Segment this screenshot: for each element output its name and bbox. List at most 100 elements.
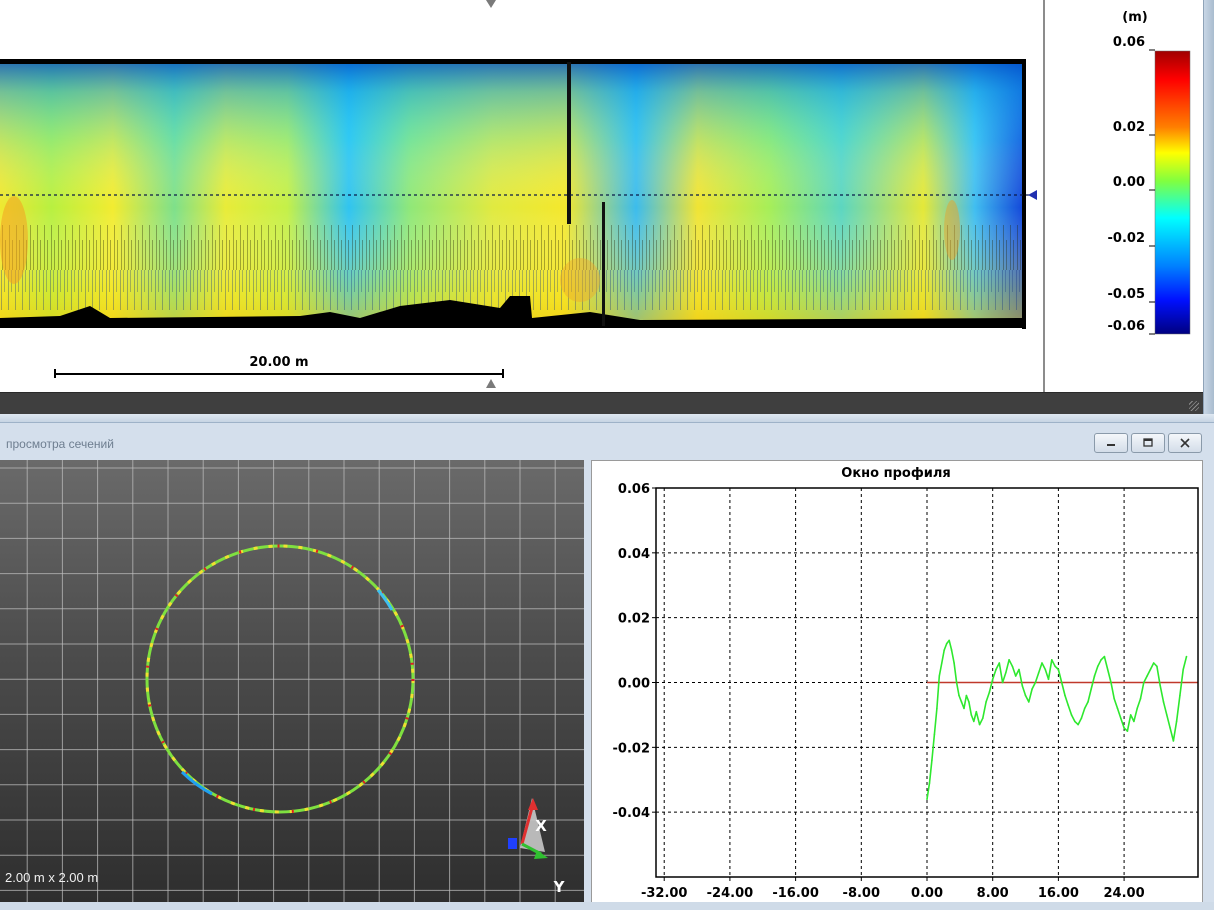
profile-point bbox=[1037, 672, 1040, 674]
profile-point bbox=[975, 710, 978, 713]
profile-window[interactable]: Окно профиля -32.00 -24.00 -16.00 -8.00 0.00… bbox=[591, 460, 1203, 903]
profile-point bbox=[948, 639, 950, 642]
profile-point bbox=[1047, 678, 1050, 681]
status-strip bbox=[0, 392, 1203, 414]
profile-point bbox=[1005, 672, 1007, 674]
map-streaks bbox=[0, 60, 1026, 328]
window-frame-edge bbox=[1203, 0, 1214, 420]
profile-point bbox=[953, 662, 955, 664]
profile-point bbox=[1110, 681, 1112, 684]
close-button[interactable] bbox=[1168, 433, 1202, 453]
profile-point bbox=[1093, 675, 1096, 677]
profile-point bbox=[945, 642, 948, 645]
window-bottom-frame bbox=[0, 902, 1214, 910]
profile-point bbox=[1106, 668, 1109, 671]
profile-point bbox=[978, 723, 981, 726]
x-tick-label: 8.00 bbox=[977, 886, 1009, 901]
profile-point bbox=[1060, 681, 1063, 684]
axis-y-label: Y bbox=[553, 878, 566, 896]
profile-point bbox=[943, 649, 945, 651]
panel-divider bbox=[1043, 0, 1045, 392]
profile-point bbox=[938, 675, 941, 677]
crack-vertical-2 bbox=[602, 202, 605, 326]
profile-point bbox=[941, 662, 943, 664]
profile-point bbox=[1021, 684, 1024, 687]
scale-bar-label: 20.00 m bbox=[249, 355, 308, 370]
x-tick-label: 16.00 bbox=[1038, 886, 1079, 901]
profile-point bbox=[1152, 662, 1155, 664]
profile-point bbox=[950, 649, 953, 651]
legend-ticks: 0.06 0.02 0.00 -0.02 -0.05 -0.06 bbox=[1108, 35, 1155, 335]
profile-point bbox=[1090, 688, 1092, 690]
legend-tick-label: -0.05 bbox=[1108, 287, 1145, 302]
profile-point bbox=[1136, 707, 1138, 710]
x-tick-label: 0.00 bbox=[911, 886, 943, 901]
profile-point bbox=[1172, 740, 1175, 742]
y-tick-label: 0.02 bbox=[618, 612, 650, 627]
minimize-icon bbox=[1107, 444, 1115, 446]
profile-point bbox=[1087, 701, 1089, 703]
resize-grip-icon[interactable] bbox=[1189, 401, 1199, 411]
window-controls bbox=[1094, 433, 1202, 453]
y-tick-label: -0.04 bbox=[613, 806, 650, 821]
profile-point bbox=[1133, 720, 1135, 723]
profile-point bbox=[1126, 730, 1129, 732]
cross-section-canvas: X Y bbox=[0, 460, 584, 903]
profile-point bbox=[1100, 659, 1102, 661]
section-marker-right bbox=[1028, 190, 1037, 200]
x-tick-label: 24.00 bbox=[1104, 886, 1145, 901]
profile-chart: Окно профиля -32.00 -24.00 -16.00 -8.00 0.00… bbox=[613, 466, 1199, 901]
map-bottom-edge bbox=[0, 296, 1026, 328]
profile-point bbox=[1166, 714, 1168, 716]
profile-point bbox=[958, 694, 960, 697]
section-view-window: просмотра сечений X bbox=[0, 422, 1214, 910]
legend-tick-label: 0.02 bbox=[1113, 120, 1145, 135]
profile-point bbox=[1156, 665, 1158, 668]
window-frame-gap bbox=[0, 414, 1214, 422]
legend-color-bar bbox=[1154, 50, 1191, 335]
map-top-edge bbox=[0, 59, 1026, 64]
close-icon bbox=[1180, 438, 1190, 448]
minimize-button[interactable] bbox=[1094, 433, 1128, 453]
profile-point bbox=[982, 717, 984, 719]
cross-section-view[interactable]: X Y 2.00 m x 2.00 m bbox=[0, 460, 584, 903]
section-grid bbox=[0, 460, 584, 903]
profile-point bbox=[1097, 665, 1099, 668]
unfolded-deviation-map[interactable]: 20.00 m bbox=[0, 0, 1045, 392]
x-tick-label: -24.00 bbox=[707, 886, 754, 901]
warm-spot-2 bbox=[560, 258, 600, 302]
profile-point bbox=[1179, 694, 1181, 697]
warm-spot-3 bbox=[944, 200, 960, 260]
profile-point bbox=[1103, 655, 1106, 658]
profile-point bbox=[1169, 727, 1171, 729]
profile-point bbox=[968, 701, 970, 703]
legend-unit: (m) bbox=[1122, 10, 1147, 25]
profile-point bbox=[1051, 659, 1053, 661]
profile-point bbox=[1070, 714, 1073, 716]
profile-point bbox=[995, 668, 997, 671]
profile-point bbox=[1001, 681, 1004, 684]
profile-point bbox=[1011, 665, 1014, 668]
color-legend: (m) 0.06 0.02 0.00 -0.02 -0.05 -0.06 bbox=[1108, 10, 1191, 335]
profile-point bbox=[1080, 717, 1083, 719]
profile-point bbox=[1162, 701, 1165, 703]
profile-point bbox=[936, 707, 938, 710]
profile-point bbox=[1139, 697, 1142, 700]
section-marker-top bbox=[486, 0, 496, 8]
profile-point bbox=[1041, 662, 1043, 664]
section-scale-label: 2.00 m x 2.00 m bbox=[5, 870, 99, 885]
profile-point bbox=[1044, 668, 1047, 671]
x-tick-label: -32.00 bbox=[641, 886, 688, 901]
profile-point bbox=[928, 782, 931, 784]
restore-button[interactable] bbox=[1131, 433, 1165, 453]
section-marker-bottom bbox=[486, 379, 496, 388]
legend-tick-label: 0.06 bbox=[1113, 35, 1145, 50]
x-tick-label: -16.00 bbox=[772, 886, 819, 901]
profile-point bbox=[1120, 717, 1122, 719]
x-tick-label: -8.00 bbox=[843, 886, 880, 901]
profile-title: Окно профиля bbox=[841, 466, 950, 481]
profile-point bbox=[933, 733, 936, 736]
tunnel-section-ring-cool-2 bbox=[376, 589, 394, 611]
profile-point bbox=[998, 662, 1001, 664]
profile-point bbox=[1113, 697, 1115, 700]
